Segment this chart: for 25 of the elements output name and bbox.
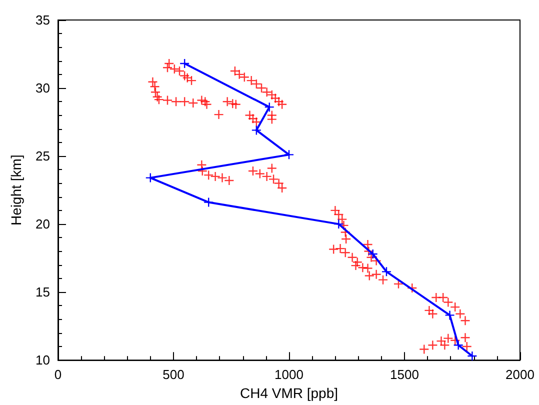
- point: [368, 248, 378, 260]
- x-tick-label: 0: [54, 367, 62, 382]
- point: [381, 266, 392, 277]
- point: [453, 340, 464, 350]
- point: [251, 125, 262, 136]
- x-tick-label: 1000: [274, 367, 304, 382]
- point: [334, 218, 344, 230]
- y-tick-label: 25: [36, 148, 50, 164]
- point: [284, 150, 294, 160]
- y-tick-label: 10: [36, 352, 50, 368]
- y-tick-label: 20: [36, 216, 50, 232]
- point: [467, 350, 478, 362]
- point: [204, 197, 214, 208]
- y-tick-label: 15: [36, 284, 50, 300]
- x-tick-label: 1500: [390, 367, 419, 382]
- point: [145, 172, 156, 183]
- x-tick-label: 500: [162, 367, 184, 382]
- y-axis-title: Height [km]: [8, 154, 24, 226]
- x-tick-label: 2000: [506, 367, 534, 382]
- x-axis-title: CH4 VMR [ppb]: [240, 385, 338, 401]
- point: [444, 310, 455, 320]
- point: [264, 102, 274, 112]
- y-tick-label: 30: [36, 80, 50, 96]
- y-tick-label: 35: [36, 12, 50, 28]
- point: [179, 58, 190, 69]
